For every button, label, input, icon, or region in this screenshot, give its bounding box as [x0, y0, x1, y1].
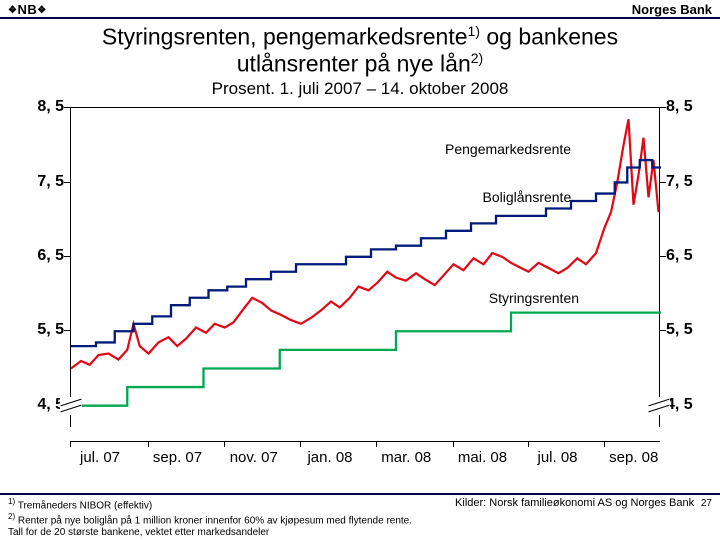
ytick-label-right: 8, 5 — [666, 98, 693, 116]
ytick-label-right: 4, 5 — [666, 396, 693, 414]
footer-right: Kilder: Norsk familieøkonomi AS og Norge… — [455, 497, 712, 510]
plot-frame — [70, 107, 660, 427]
ytick-label-left: 8, 5 — [34, 98, 64, 116]
title-sup-2: 2) — [471, 50, 483, 66]
xtick-label: jul. 08 — [537, 449, 577, 466]
slide-title: Styringsrenten, pengemarkedsrente1) og b… — [0, 19, 720, 77]
ytick-label-left: 6, 5 — [34, 247, 64, 265]
series-boliglansrente — [71, 160, 661, 346]
series-pengemarkedsrente — [71, 119, 659, 368]
ytick-mark-right — [660, 182, 666, 183]
title-part-1b: og bankenes — [480, 24, 618, 50]
ytick-mark-right — [660, 107, 666, 108]
footnote-1: 1) Tremåneders NIBOR (effektiv) — [8, 497, 428, 512]
slide-subtitle: Prosent. 1. juli 2007 – 14. oktober 2008 — [0, 77, 720, 99]
source-text: Kilder: Norsk familieøkonomi AS og Norge… — [455, 495, 694, 509]
xtick-label: mai. 08 — [458, 449, 507, 466]
series-styringsrenten — [71, 313, 661, 406]
ytick-label-right: 7, 5 — [666, 173, 693, 191]
page-number: 27 — [697, 498, 712, 509]
series-label: Styringsrenten — [489, 290, 579, 306]
xtick-label: sep. 07 — [153, 449, 202, 466]
title-part-2a: utlånsrenter på nye lån — [237, 51, 471, 77]
footnote-1-text: Tremåneders NIBOR (effektiv) — [15, 500, 152, 511]
ytick-label-right: 5, 5 — [666, 321, 693, 339]
x-baseline — [70, 441, 660, 442]
ytick-mark-left — [64, 256, 70, 257]
ytick-label-left: 5, 5 — [34, 321, 64, 339]
ytick-mark-right — [660, 330, 666, 331]
bank-name: Norges Bank — [632, 2, 712, 17]
header-bar: NB Norges Bank — [0, 0, 720, 19]
ytick-mark-left — [64, 107, 70, 108]
ytick-mark-left — [64, 330, 70, 331]
axis-break-left — [60, 397, 82, 415]
footnote-2: 2) Renter på nye boliglån på 1 million k… — [8, 512, 428, 538]
series-label: Pengemarkedsrente — [445, 141, 571, 157]
norges-bank-logo: NB — [8, 2, 47, 17]
xtick-label: mar. 08 — [381, 449, 431, 466]
chart-area: 4, 54, 55, 55, 56, 56, 57, 57, 58, 58, 5… — [0, 99, 720, 479]
axis-break-right — [648, 397, 670, 415]
xtick-label: jan. 08 — [307, 449, 352, 466]
xtick-label: sep. 08 — [609, 449, 658, 466]
xtick-label: nov. 07 — [230, 449, 278, 466]
title-sup-1: 1) — [468, 23, 480, 39]
plot-svg — [71, 108, 661, 428]
ytick-label-right: 6, 5 — [666, 247, 693, 265]
ytick-mark-right — [660, 256, 666, 257]
footnotes: 1) Tremåneders NIBOR (effektiv) 2) Rente… — [8, 497, 428, 538]
ytick-mark-left — [64, 182, 70, 183]
ytick-label-left: 7, 5 — [34, 173, 64, 191]
series-label: Boliglånsrente — [483, 189, 572, 205]
title-part-1a: Styringsrenten, pengemarkedsrente — [102, 24, 468, 50]
footer-bar: 1) Tremåneders NIBOR (effektiv) 2) Rente… — [0, 493, 720, 540]
xtick-label: jul. 07 — [80, 449, 120, 466]
footnote-2-text: Renter på nye boliglån på 1 million kron… — [8, 515, 412, 538]
